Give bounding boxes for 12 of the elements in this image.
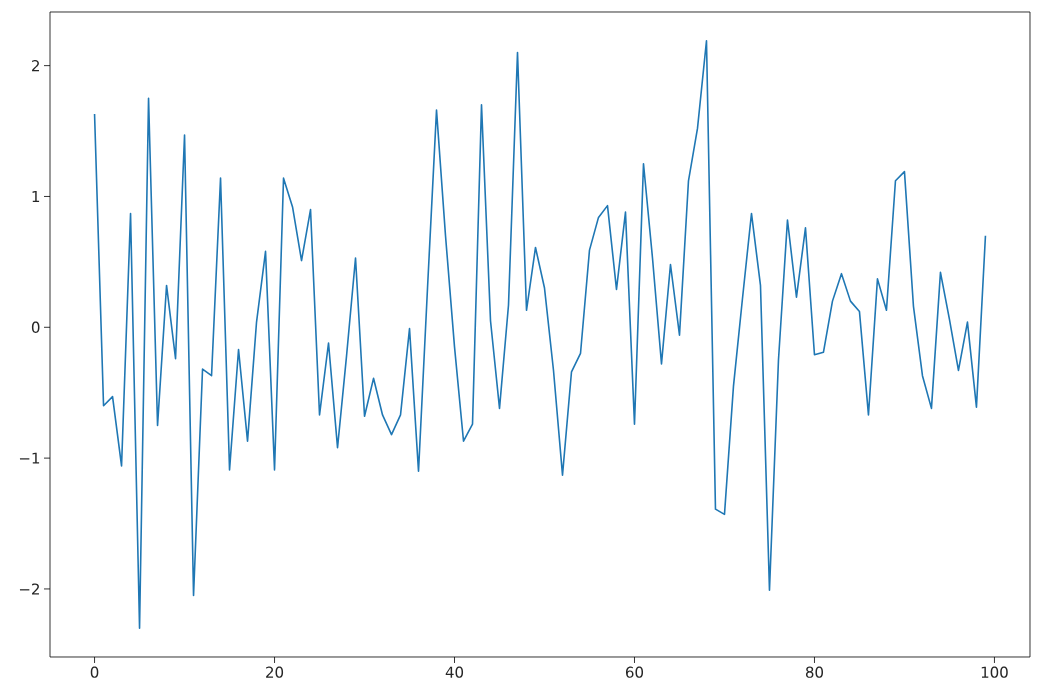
y-tick-label: −2 <box>19 583 39 595</box>
x-tick-label: 80 <box>805 666 824 678</box>
x-tick-label: 40 <box>445 666 464 678</box>
y-tick-label: −1 <box>19 452 40 464</box>
line-series <box>93 39 987 629</box>
x-tick-label: 20 <box>266 666 284 678</box>
x-tick-label: 0 <box>90 666 99 678</box>
x-tick-label: 100 <box>981 666 1008 678</box>
x-tick-label: 60 <box>626 666 644 678</box>
y-tick-label: 2 <box>32 60 39 72</box>
y-tick-label: 1 <box>32 191 40 202</box>
y-tick-label: 0 <box>31 321 40 333</box>
